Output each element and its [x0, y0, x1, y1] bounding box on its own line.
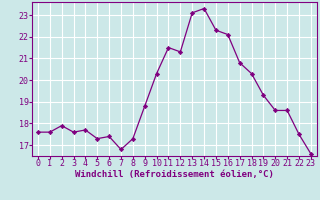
X-axis label: Windchill (Refroidissement éolien,°C): Windchill (Refroidissement éolien,°C) [75, 170, 274, 179]
